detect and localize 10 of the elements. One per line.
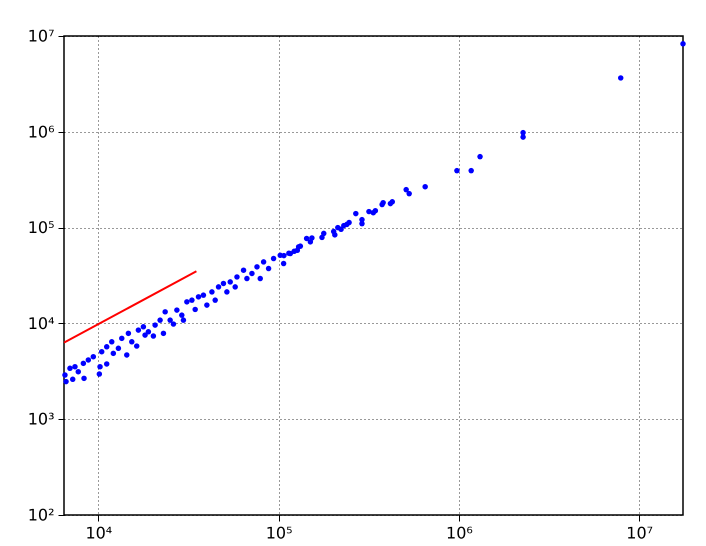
y-tick-label: 10³ (28, 410, 54, 429)
y-tick-label: 10⁶ (28, 122, 54, 142)
y-tick-label: 10⁷ (28, 26, 54, 46)
y-tick-label: 10⁴ (28, 314, 54, 333)
x-tick-label: 10⁵ (266, 524, 293, 542)
y-tick-label: 10² (28, 506, 54, 524)
x-tick-label: 10⁴ (85, 524, 112, 542)
x-tick-label: 10⁶ (446, 524, 473, 542)
x-tick-label: 10⁷ (626, 524, 654, 542)
y-tick-label: 10⁵ (28, 218, 54, 238)
